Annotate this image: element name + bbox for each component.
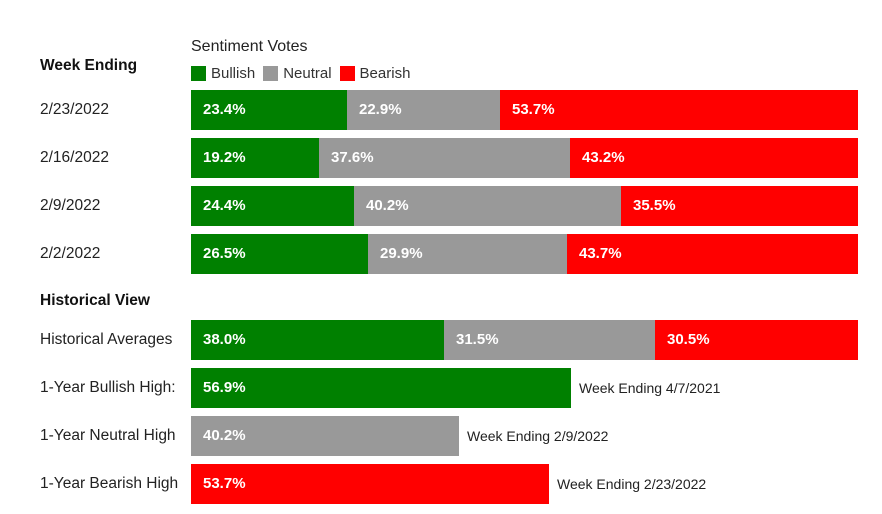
week-label: 2/2/2022 <box>40 245 101 262</box>
legend-item-bullish: Bullish <box>191 65 255 82</box>
historical-averages-value-bearish: 30.5% <box>667 331 710 348</box>
legend-swatch-bullish <box>191 65 206 81</box>
legend-item-bearish: Bearish <box>339 64 411 82</box>
one-year-high-bar-bullish: 56.9% <box>191 368 571 408</box>
week-row-bar: 24.4% 40.2% 35.5% <box>191 186 858 226</box>
week-row-bar: 19.2% 37.6% 43.2% <box>191 138 858 178</box>
one-year-high-note-bullish: Week Ending 4/7/2021 <box>579 380 721 396</box>
week-row-value-bearish: 43.7% <box>579 245 622 262</box>
chart-title: Sentiment Votes <box>191 38 308 55</box>
week-row-value-neutral: 40.2% <box>366 197 409 214</box>
one-year-high-value-neutral: 40.2% <box>203 427 246 444</box>
week-row-seg-neutral <box>319 138 570 178</box>
week-row-seg-bullish <box>191 90 347 130</box>
legend: Bullish Neutral Bearish <box>191 64 418 82</box>
week-row-seg-neutral <box>368 234 567 274</box>
week-row-seg-bearish <box>621 186 858 226</box>
one-year-high-label-neutral: 1-Year Neutral High <box>40 427 176 444</box>
week-row-value-bullish: 23.4% <box>203 101 246 118</box>
week-row-bar: 23.4% 22.9% 53.7% <box>191 90 858 130</box>
one-year-high-value-bearish: 53.7% <box>203 475 246 492</box>
one-year-high-note-neutral: Week Ending 2/9/2022 <box>467 428 609 444</box>
week-row-value-bearish: 43.2% <box>582 149 625 166</box>
week-row-seg-neutral <box>354 186 621 226</box>
historical-averages-bar: 38.0% 31.5% 30.5% <box>191 320 858 360</box>
week-row-bar: 26.5% 29.9% 43.7% <box>191 234 858 274</box>
week-row-value-bearish: 35.5% <box>633 197 676 214</box>
historical-averages-value-neutral: 31.5% <box>456 331 499 348</box>
one-year-high-label-bullish: 1-Year Bullish High: <box>40 379 176 396</box>
one-year-high-label-bearish: 1-Year Bearish High <box>40 475 179 492</box>
week-row-value-neutral: 29.9% <box>380 245 423 262</box>
week-label: 2/9/2022 <box>40 197 101 214</box>
historical-averages-seg-bullish <box>191 320 444 360</box>
historical-averages-seg-neutral <box>444 320 655 360</box>
week-row-seg-bullish <box>191 186 354 226</box>
legend-swatch-bearish <box>339 65 355 81</box>
legend-item-neutral: Neutral <box>263 64 332 82</box>
legend-label-bullish: Bullish <box>211 64 256 82</box>
week-row-value-neutral: 22.9% <box>359 101 402 118</box>
week-row-seg-bullish <box>191 138 319 178</box>
week-row-seg-bearish <box>570 138 858 178</box>
week-row-seg-bearish <box>567 234 858 274</box>
historical-averages-value-bullish: 38.0% <box>203 331 246 348</box>
legend-swatch-neutral <box>263 65 279 81</box>
week-row-value-bullish: 19.2% <box>203 149 246 166</box>
one-year-high-bar-bearish: 53.7% <box>191 464 549 504</box>
week-label: 2/16/2022 <box>40 149 109 166</box>
one-year-high-note-bearish: Week Ending 2/23/2022 <box>557 476 707 492</box>
one-year-high-bar-neutral: 40.2% <box>191 416 459 456</box>
historical-averages-seg-bearish <box>655 320 858 360</box>
week-row-value-bullish: 24.4% <box>203 197 246 214</box>
legend-label-neutral: Neutral <box>283 64 332 82</box>
legend-label-bearish: Bearish <box>359 64 411 82</box>
one-year-high-value-bullish: 56.9% <box>203 379 246 396</box>
week-row-seg-neutral <box>347 90 500 130</box>
week-row-seg-bullish <box>191 234 368 274</box>
week-row-seg-bearish <box>500 90 858 130</box>
week-row-value-bearish: 53.7% <box>512 101 555 118</box>
historical-averages-label: Historical Averages <box>40 331 173 348</box>
week-row-value-bullish: 26.5% <box>203 245 246 262</box>
week-row-value-neutral: 37.6% <box>331 149 374 166</box>
week-label: 2/23/2022 <box>40 101 109 118</box>
week-ending-header: Week Ending <box>40 57 138 74</box>
historical-view-header: Historical View <box>40 292 150 309</box>
